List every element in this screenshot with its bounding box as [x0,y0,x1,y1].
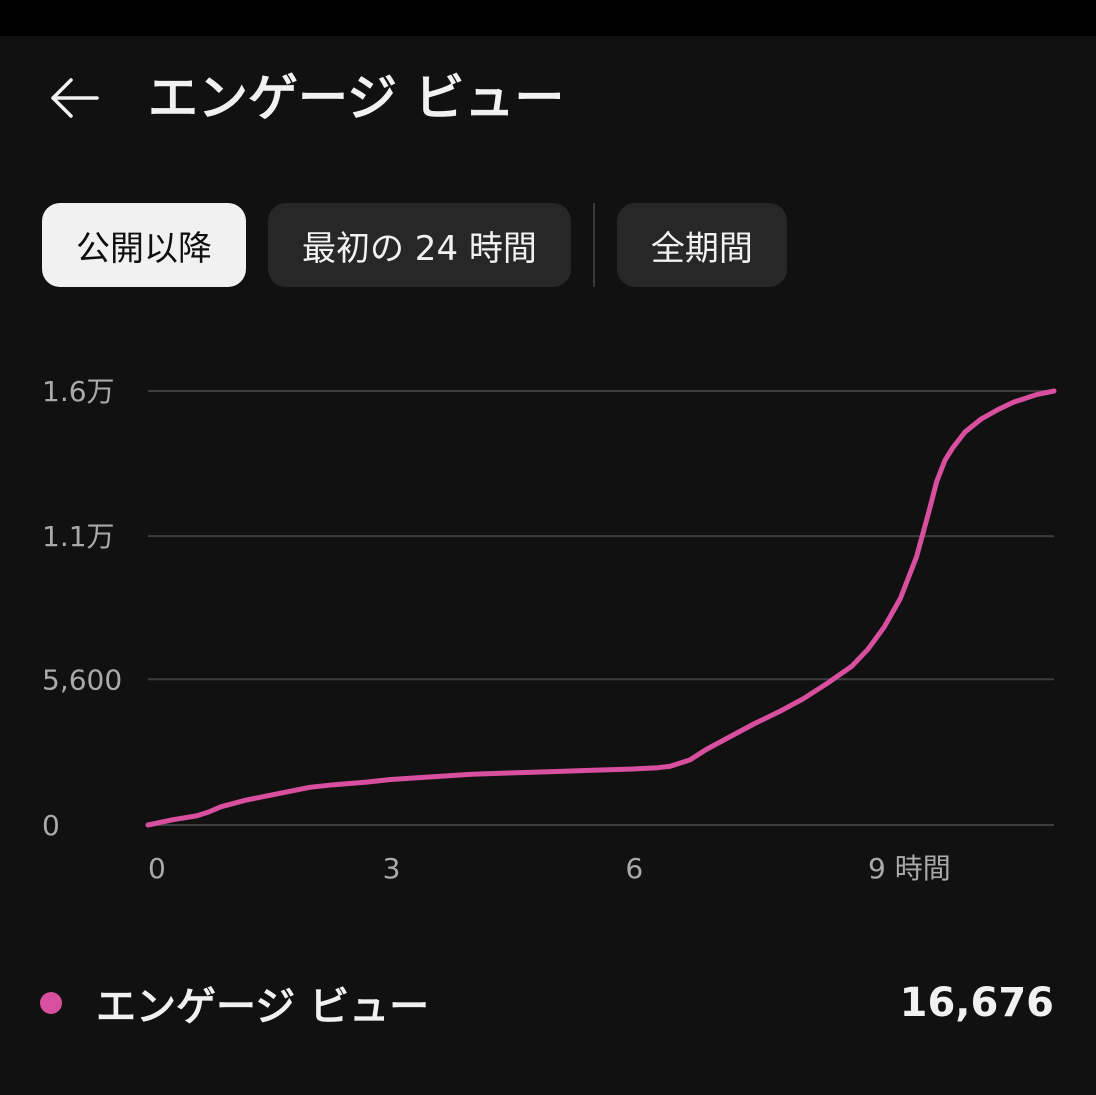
x-tick-label: 3 [383,852,401,885]
engaged-views-chart: 0 5,600 1.1万 1.6万 0 3 6 9 時間 [42,375,1057,885]
chart-gridlines [148,390,1054,826]
back-button[interactable] [34,60,114,136]
x-tick-label: 0 [148,852,166,885]
y-tick-label: 1.6万 [42,375,115,408]
chip-first-24-hours[interactable]: 最初の 24 時間 [268,203,571,287]
chart-y-axis: 0 5,600 1.1万 1.6万 [42,375,122,842]
chip-lifetime[interactable]: 全期間 [616,203,787,287]
chart-series [145,388,1057,828]
legend: エンゲージ ビュー 16,676 [40,965,1054,1041]
y-tick-label: 1.1万 [42,520,115,553]
y-tick-label: 0 [42,809,60,842]
legend-label: エンゲージ ビュー [96,984,430,1030]
x-tick-label: 9 時間 [868,852,951,885]
chart-x-axis: 0 3 6 9 時間 [148,852,951,885]
x-tick-label: 6 [625,852,643,885]
status-bar [0,0,1096,36]
header: エンゲージ ビュー [0,36,1096,160]
legend-series-dot [40,992,62,1014]
date-range-chips: 公開以降 最初の 24 時間 全期間 [42,203,787,287]
series-line-0 [145,388,1057,828]
arrow-left-icon [51,78,99,118]
page-title: エンゲージ ビュー [148,69,565,127]
chip-divider [592,203,595,287]
y-tick-label: 5,600 [42,663,122,696]
chip-since-published[interactable]: 公開以降 [42,203,246,287]
legend-total-value: 16,676 [899,980,1054,1026]
